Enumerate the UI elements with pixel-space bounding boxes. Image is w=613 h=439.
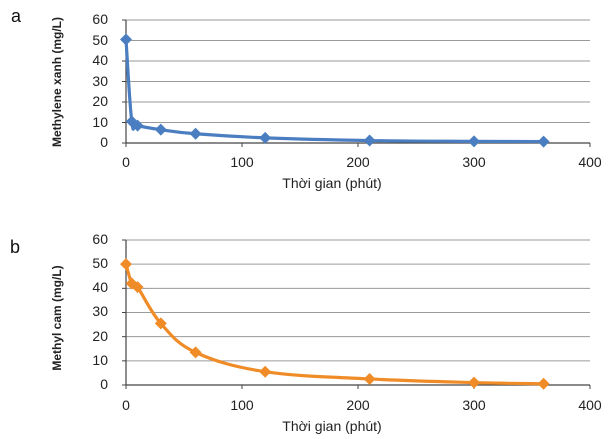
axes-a (122, 19, 591, 147)
series-a (120, 33, 550, 148)
series-b (120, 258, 550, 390)
data-point-marker (259, 365, 272, 378)
data-point-marker (154, 317, 167, 330)
chart-panel-a: a Methylene xanh (mg/L) 0 10 20 30 40 50… (11, 6, 602, 191)
panel-label-a: a (11, 6, 22, 26)
x-tick-label: 100 (230, 154, 254, 170)
x-tick-label: 200 (346, 154, 370, 170)
data-point-marker (189, 127, 202, 140)
data-point-marker (189, 346, 202, 359)
y-tick-labels-b: 0 10 20 30 40 50 60 (92, 231, 108, 392)
y-tick-labels-a: 0 10 20 30 40 50 60 (92, 11, 108, 150)
y-tick-label: 30 (92, 73, 108, 89)
data-point-marker (363, 372, 376, 385)
data-point-marker (154, 123, 167, 136)
y-tick-label: 0 (100, 134, 108, 150)
x-tick-label: 300 (462, 154, 486, 170)
y-tick-label: 20 (92, 93, 108, 109)
data-point-marker (363, 134, 376, 147)
x-tick-label: 400 (578, 154, 602, 170)
x-tick-label: 100 (230, 397, 254, 413)
y-axis-label-a: Methylene xanh (mg/L) (50, 17, 64, 147)
panel-label-b: b (10, 237, 20, 257)
x-tick-label: 400 (578, 397, 602, 413)
series-line (124, 37, 546, 144)
data-point-marker (468, 135, 480, 148)
y-tick-label: 50 (92, 255, 108, 271)
gridlines-a (126, 19, 590, 144)
data-point-marker (131, 119, 144, 132)
chart-panel-b: b Methyl cam (mg/L) 0 10 20 30 40 50 60 … (10, 231, 602, 434)
x-tick-label: 0 (122, 154, 130, 170)
y-tick-label: 10 (92, 352, 108, 368)
y-tick-label: 20 (92, 328, 108, 344)
data-point-marker (120, 258, 132, 271)
y-tick-label: 0 (100, 376, 108, 392)
y-tick-label: 50 (92, 32, 108, 48)
axes-b (122, 239, 591, 389)
y-tick-label: 10 (92, 114, 108, 130)
data-point-marker (468, 376, 480, 389)
data-point-marker (537, 135, 550, 148)
x-tick-label: 0 (122, 397, 130, 413)
gridlines-b (126, 239, 590, 386)
series-line (124, 262, 546, 386)
y-tick-label: 60 (92, 11, 108, 27)
x-axis-label-a: Thời gian (phút) (282, 175, 381, 191)
y-axis-label-b: Methyl cam (mg/L) (50, 265, 64, 370)
y-tick-label: 30 (92, 303, 108, 319)
x-axis-label-b: Thời gian (phút) (282, 418, 381, 434)
x-tick-label: 200 (346, 397, 370, 413)
data-point-marker (537, 377, 550, 390)
y-tick-label: 60 (92, 231, 108, 247)
y-tick-label: 40 (92, 279, 108, 295)
data-point-marker (120, 33, 132, 46)
y-tick-label: 40 (92, 52, 108, 68)
data-point-marker (259, 131, 272, 144)
x-tick-labels-a: 0 100 200 300 400 (122, 154, 602, 170)
x-tick-labels-b: 0 100 200 300 400 (122, 397, 602, 413)
data-point-marker (131, 281, 144, 294)
x-tick-label: 300 (462, 397, 486, 413)
